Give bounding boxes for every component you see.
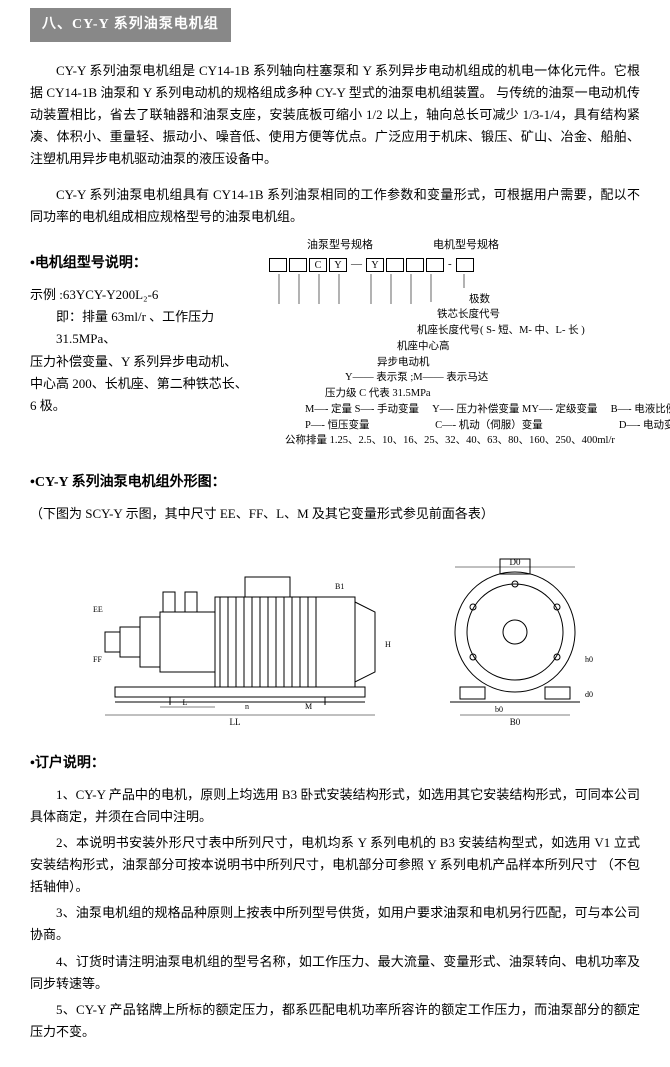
model-spec-title: •电机组型号说明： — [30, 252, 250, 276]
technical-drawing: LL L n M B1 H FF EE — [30, 537, 640, 734]
order-list: 1、CY-Y 产品中的电机，原则上均选用 B3 卧式安装结构形式，如选用其它安装… — [30, 784, 640, 1043]
order-item: 5、CY-Y 产品铭牌上所标的额定压力，都系匹配电机功率所容许的额定工作压力，而… — [30, 999, 640, 1043]
motor-spec-header: 电机型号规格 — [433, 238, 499, 253]
svg-text:FF: FF — [93, 655, 102, 664]
svg-text:EE: EE — [93, 605, 103, 614]
svg-text:D0: D0 — [510, 557, 521, 567]
svg-text:B1: B1 — [335, 582, 344, 591]
svg-text:H: H — [385, 640, 391, 649]
order-item: 1、CY-Y 产品中的电机，原则上均选用 B3 卧式安装结构形式，如选用其它安装… — [30, 784, 640, 828]
connector-lines — [269, 274, 639, 304]
example-desc-1: 即：排量 63ml/r 、工作压力 31.5MPa、 — [56, 306, 250, 350]
pump-spec-header: 油泵型号规格 — [307, 238, 373, 253]
svg-text:LL: LL — [230, 717, 241, 727]
svg-text:M: M — [305, 702, 312, 711]
example-desc-2: 压力补偿变量、Y 系列异步电动机、中心高 200、长机座、第二种铁芯长、6 极。 — [30, 351, 250, 417]
svg-text:L: L — [183, 698, 188, 707]
svg-text:d0: d0 — [585, 690, 593, 699]
diagram-label-list: 极数 铁芯长度代号 机座长度代号( S- 短、M- 中、L- 长 ) 机座中心高… — [269, 292, 670, 450]
spec-boxes: C Y — Y - — [269, 257, 670, 272]
outline-note: （下图为 SCY-Y 示图，其中尺寸 EE、FF、L、M 及其它变量形式参见前面… — [30, 503, 640, 525]
section-header: 八、CY-Y 系列油泵电机组 — [30, 8, 231, 42]
example-label: 示例 :63YCY-Y200L₂-6 — [30, 284, 250, 306]
svg-text:n: n — [245, 702, 249, 711]
intro-paragraph-2: CY-Y 系列油泵电机组具有 CY14-1B 系列油泵相同的工作参数和变量形式，… — [30, 184, 640, 228]
svg-text:B0: B0 — [510, 717, 521, 727]
order-item: 4、订货时请注明油泵电机组的型号名称，如工作压力、最大流量、变量形式、油泵转向、… — [30, 951, 640, 995]
order-item: 3、油泵电机组的规格品种原则上按表中所列型号供货，如用户要求油泵和电机另行匹配，… — [30, 902, 640, 946]
intro-paragraph-1: CY-Y 系列油泵电机组是 CY14-1B 系列轴向柱塞泵和 Y 系列异步电动机… — [30, 60, 640, 170]
svg-text:b0: b0 — [495, 705, 503, 714]
order-title: •订户说明： — [30, 752, 640, 776]
model-diagram: 油泵型号规格 电机型号规格 C Y — Y - — [265, 234, 670, 453]
svg-text:h0: h0 — [585, 655, 593, 664]
order-item: 2、本说明书安装外形尺寸表中所列尺寸，电机均系 Y 系列电机的 B3 安装结构型… — [30, 832, 640, 898]
outline-title: •CY-Y 系列油泵电机组外形图： — [30, 471, 640, 495]
